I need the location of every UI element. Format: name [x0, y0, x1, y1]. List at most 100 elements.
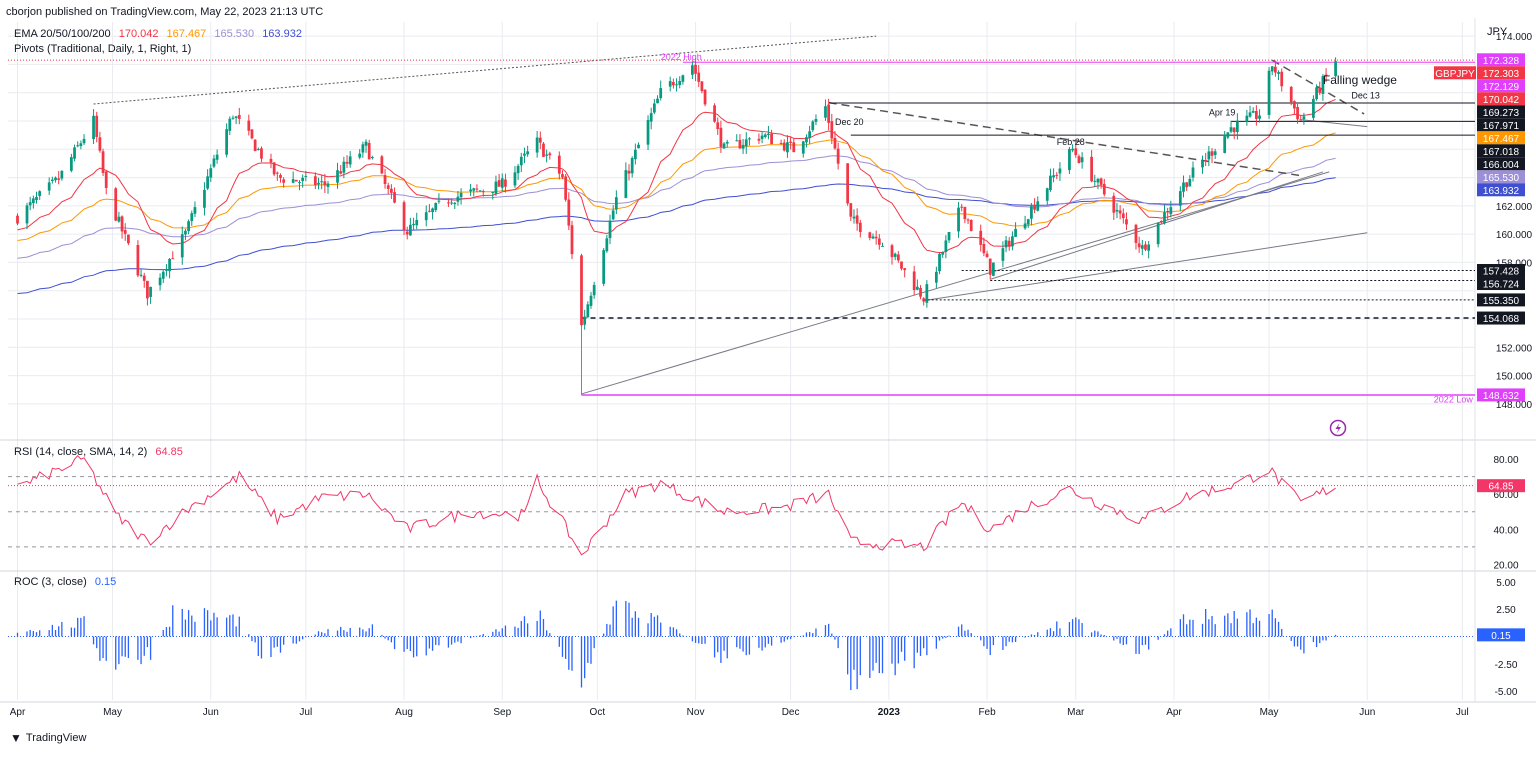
candle-body — [1312, 98, 1315, 118]
candle-body — [985, 253, 989, 258]
candle-body — [814, 118, 818, 122]
badge-bg — [1477, 183, 1525, 197]
candle-body — [960, 206, 964, 208]
candle — [656, 95, 659, 104]
ema-200-value: 163.932 — [262, 28, 302, 40]
candle — [1049, 168, 1052, 192]
candle — [526, 145, 530, 157]
candle-body — [988, 258, 992, 275]
candle-body — [1030, 206, 1033, 219]
dec13-dashed-line — [828, 101, 1305, 177]
candle-body — [82, 138, 86, 144]
candle — [1277, 70, 1280, 81]
badge-text: 169.273 — [1483, 108, 1520, 119]
candle-body — [1299, 119, 1303, 121]
candle-body — [415, 219, 419, 226]
candle — [1163, 204, 1166, 225]
badge-text: 165.530 — [1483, 173, 1520, 184]
candle — [28, 196, 32, 211]
candle-body — [963, 206, 967, 220]
candle-body — [120, 216, 124, 232]
candle-body — [659, 88, 663, 99]
badge-text: 163.932 — [1483, 186, 1520, 197]
candle-body — [393, 192, 396, 203]
badge-text: 172.129 — [1483, 82, 1520, 93]
candle — [1023, 215, 1027, 230]
candle-body — [1115, 209, 1119, 212]
candle — [1226, 132, 1230, 139]
candle-body — [656, 98, 659, 104]
candle — [782, 139, 786, 152]
candle — [564, 174, 568, 202]
candle-body — [187, 221, 190, 232]
candle-body — [79, 143, 83, 147]
candle-body — [272, 162, 276, 175]
candle — [1185, 181, 1189, 191]
price-level-badge: 148.632 — [1477, 388, 1525, 402]
candle — [491, 191, 495, 200]
candle — [1299, 114, 1303, 121]
candle-body — [1182, 182, 1185, 192]
candle — [370, 155, 374, 160]
candle-body — [1235, 120, 1239, 133]
candle-body — [383, 175, 387, 185]
candle — [960, 203, 964, 212]
candle — [846, 163, 850, 206]
candle-body — [744, 139, 748, 147]
candle-body — [171, 258, 175, 260]
candle — [1302, 112, 1306, 125]
candle — [1036, 196, 1040, 212]
candle — [583, 309, 587, 330]
candle-body — [180, 234, 184, 258]
candle — [852, 209, 856, 224]
annotation-label: Apr 19 — [1209, 107, 1236, 117]
annotation-label: Falling wedge — [1323, 73, 1397, 87]
candle — [890, 243, 894, 265]
candle — [1156, 222, 1160, 248]
candle-body — [548, 153, 552, 156]
candle — [1318, 81, 1322, 96]
candle-body — [779, 142, 783, 144]
lightning-icon[interactable] — [1329, 419, 1347, 437]
candle-body — [431, 208, 434, 213]
candle-body — [1074, 148, 1078, 156]
price-level-badge: 167.018 — [1477, 144, 1525, 158]
candle — [757, 133, 761, 144]
time-tick-label: Oct — [590, 707, 606, 718]
candle-body — [513, 172, 517, 186]
ema-legend-label: EMA 20/50/100/200 — [14, 28, 111, 40]
candle-body — [1185, 182, 1189, 188]
candle — [947, 231, 951, 243]
candle-body — [849, 203, 853, 217]
candle-body — [136, 244, 140, 276]
candle — [1004, 235, 1008, 253]
rsi-pane: 80.00 60.00 40.00 20.00 64.85 — [8, 454, 1525, 571]
candle-body — [247, 120, 251, 131]
candle-body — [1280, 71, 1284, 87]
candle-body — [1099, 178, 1103, 185]
drawings — [8, 35, 1475, 396]
candle — [716, 117, 720, 135]
candle — [1033, 198, 1036, 214]
candle — [317, 177, 320, 190]
candle-body — [256, 148, 260, 150]
candle-body — [104, 171, 108, 188]
candle — [719, 120, 723, 153]
candle — [92, 109, 95, 145]
candle — [944, 235, 948, 259]
time-tick-label: Apr — [10, 707, 26, 718]
annotation-label: 2022 Low — [1434, 394, 1474, 404]
candle-body — [900, 261, 903, 269]
roc-badge: 0.15 — [1477, 628, 1525, 642]
candle — [348, 151, 352, 168]
candle — [1014, 222, 1017, 237]
candle-body — [25, 205, 29, 224]
candle — [386, 182, 390, 195]
candle — [1204, 152, 1208, 167]
candle-body — [605, 238, 609, 252]
badge-bg — [1477, 79, 1525, 93]
candle — [877, 234, 881, 250]
candle-body — [279, 174, 282, 178]
candle-body — [1036, 201, 1040, 211]
